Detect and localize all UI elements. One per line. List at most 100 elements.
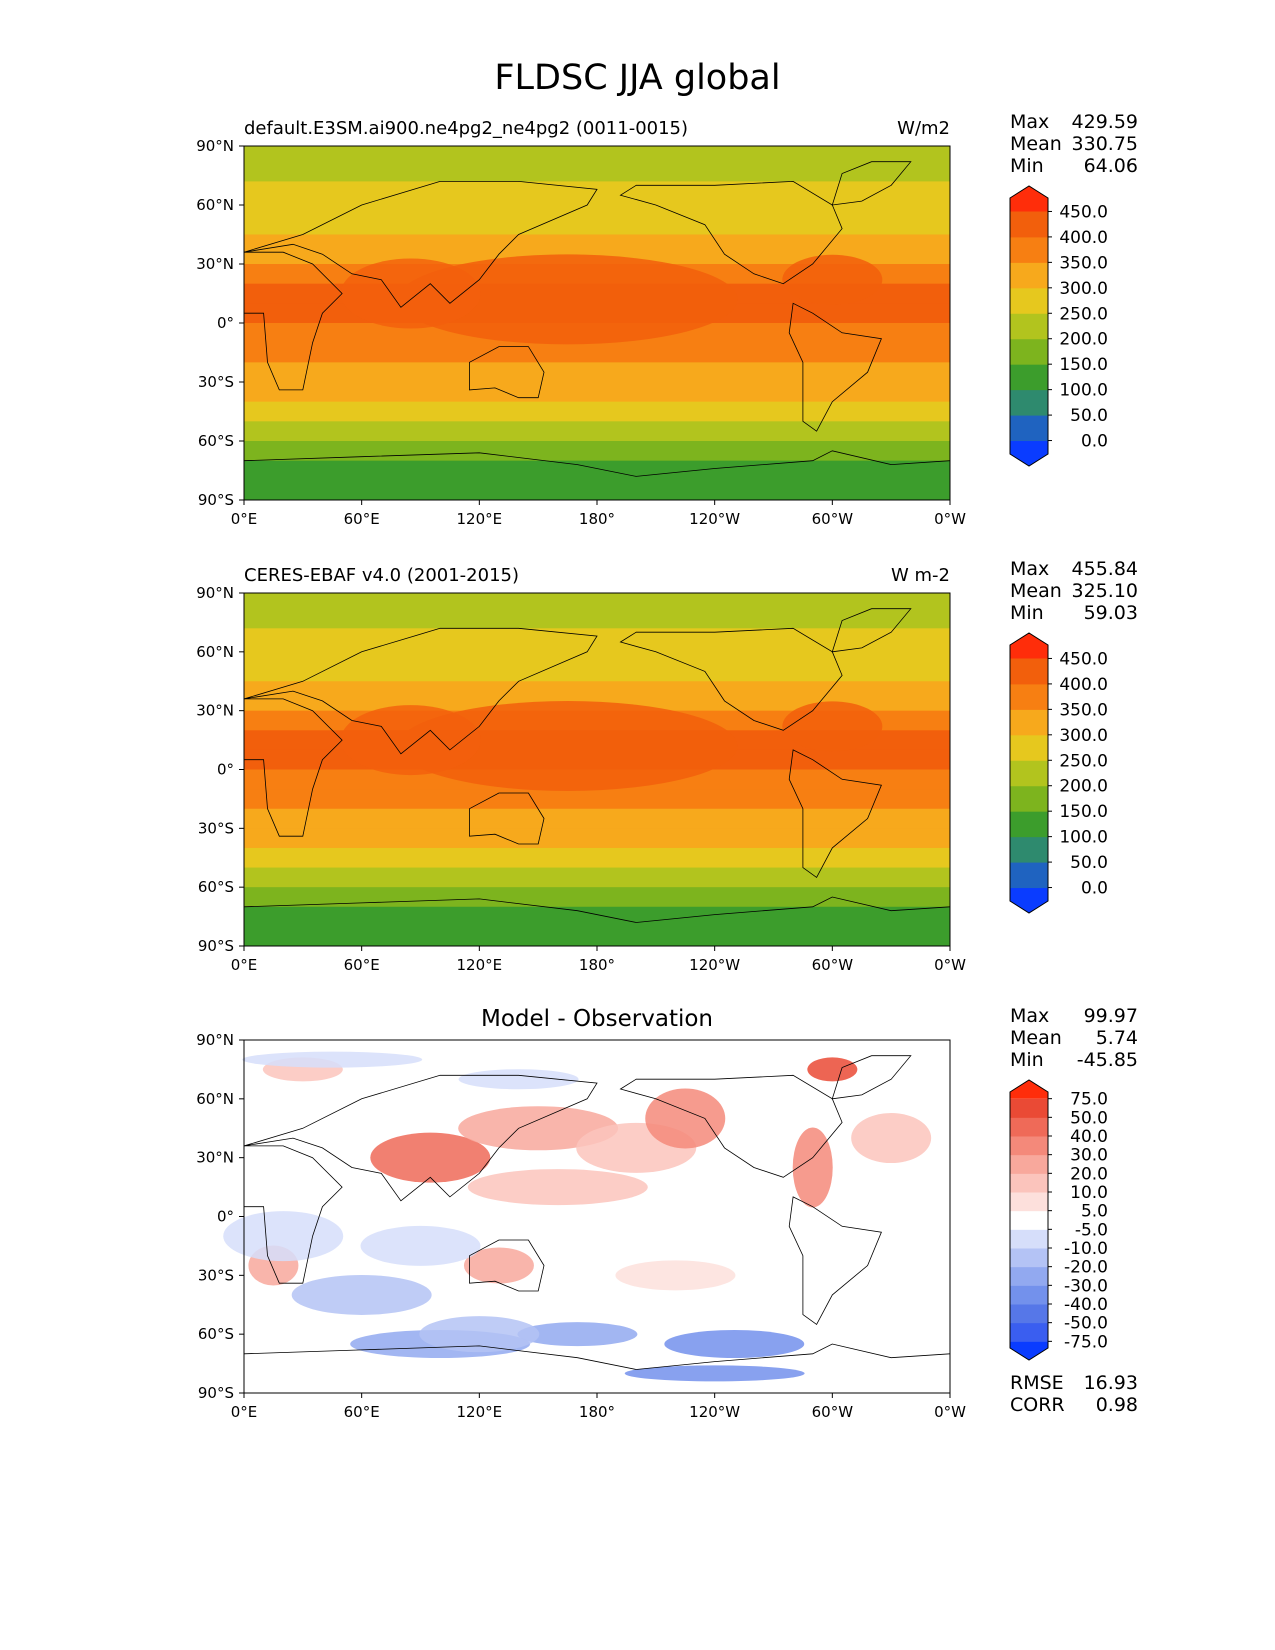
anomaly-region (664, 1329, 805, 1358)
coastline (243, 698, 343, 837)
anomaly-region (370, 1132, 491, 1183)
coastline (243, 1074, 598, 1202)
coastline (243, 251, 343, 391)
colorbar-segment (1010, 862, 1048, 889)
corr-value: 0.98 (1095, 1394, 1138, 1416)
colorbar-segment (1010, 836, 1048, 863)
zonal-band (244, 146, 950, 182)
colorbar-segment (1010, 760, 1048, 787)
zonal-band (244, 181, 950, 206)
x-tick-label: 60°E (344, 1403, 380, 1421)
zonal-band (244, 887, 950, 908)
zonal-band (244, 867, 950, 888)
coastline (831, 161, 912, 206)
panel-1-mean-label: Mean (1010, 133, 1062, 155)
y-tick-label: 30°S (198, 819, 234, 837)
y-tick-label: 0° (217, 1208, 234, 1226)
panel-2-mean-label: Mean (1010, 580, 1062, 602)
x-tick-label: 180° (579, 1403, 615, 1421)
colorbar-outline (1009, 632, 1049, 914)
colorbar-segment (1010, 658, 1048, 685)
y-tick-label: 90°N (196, 137, 234, 155)
x-tick-label: 120°E (457, 956, 503, 974)
colorbar-label: -10.0 (1064, 1239, 1108, 1259)
panel-2-min-label: Min (1010, 602, 1044, 624)
colorbar-outline (1009, 185, 1049, 467)
panel-2-plot: 0°E 60°E 120°E 180° 120°W 60°W 0°W 90°N 60°N 30°N… (196, 584, 966, 974)
y-tick-label: 60°N (196, 1090, 234, 1108)
zonal-band (244, 382, 950, 403)
colorbar-segment (1010, 1192, 1048, 1212)
panel-2-units: W m-2 (890, 565, 950, 586)
panel-3-plot: 0°E 60°E 120°E 180° 120°W 60°W 0°W 90°N 60°N 30°N… (196, 1031, 966, 1421)
warm-pool-region (397, 700, 738, 791)
colorbar-segment (1010, 1136, 1048, 1156)
anomaly-region (517, 1322, 638, 1347)
colorbar-label: 30.0 (1070, 1146, 1108, 1166)
anomaly-region (624, 1365, 805, 1382)
y-tick-label: 60°N (196, 196, 234, 214)
colorbar-segment (1010, 683, 1048, 710)
x-tick-label: 60°W (812, 1403, 854, 1421)
colorbar-label: -5.0 (1075, 1220, 1108, 1240)
colorbar-label: 250.0 (1059, 751, 1108, 771)
colorbar-segment (1010, 887, 1048, 913)
panel-1-max-label: Max (1010, 111, 1050, 133)
colorbar-label: 150.0 (1059, 802, 1108, 822)
x-tick-label: 180° (579, 510, 615, 528)
rmse-value: 16.93 (1083, 1372, 1138, 1394)
colorbar-label: 400.0 (1059, 228, 1108, 248)
x-tick-label: 120°W (689, 956, 740, 974)
coastline (243, 1145, 343, 1284)
y-tick-label: 60°S (198, 878, 234, 896)
colorbar-label: 450.0 (1059, 649, 1108, 669)
colorbar-label: -30.0 (1064, 1276, 1108, 1296)
colorbar-label: 50.0 (1070, 406, 1108, 426)
panel-3-metrics: RMSE 16.93 CORR 0.98 (1010, 1372, 1138, 1416)
anomaly-region (458, 1106, 619, 1151)
colorbar-segment (1010, 236, 1048, 263)
coastline (243, 181, 598, 308)
colorbar-label: 100.0 (1059, 828, 1108, 848)
y-tick-label: 60°S (198, 432, 234, 450)
colorbar-segment (1010, 211, 1048, 238)
y-tick-label: 90°S (198, 491, 234, 509)
zonal-band (244, 789, 950, 810)
y-tick-label: 30°N (196, 1149, 234, 1167)
zonal-band (244, 421, 950, 442)
colorbar-label: -40.0 (1064, 1295, 1108, 1315)
indian-ocean-region (340, 705, 481, 776)
panel-3-mean-value: 5.74 (1095, 1027, 1138, 1049)
colorbar-segment (1010, 811, 1048, 838)
panel-1-title: default.E3SM.ai900.ne4pg2_ne4pg2 (0011-0… (244, 118, 689, 139)
indian-ocean-region (340, 258, 481, 329)
y-tick-label: 0° (217, 761, 234, 779)
colorbar-label: 50.0 (1070, 1108, 1108, 1128)
zonal-band (244, 906, 950, 947)
panel-2-min-value: 59.03 (1083, 602, 1138, 624)
colorbar-label: -75.0 (1064, 1332, 1108, 1352)
zonal-band (244, 441, 950, 462)
zonal-band (244, 628, 950, 653)
zonal-band (244, 593, 950, 629)
zonal-band (244, 808, 950, 829)
panel-3-colorbar: -75.0-50.0-40.0-30.0-20.0-10.0-5.05.010.… (1009, 1079, 1108, 1361)
panel-3-stats: Max 99.97 Mean 5.74 Min -45.85 (1010, 1005, 1138, 1071)
colorbar-segment (1010, 1341, 1048, 1360)
colorbar-segment (1010, 1080, 1048, 1099)
anomaly-region (792, 1127, 833, 1208)
y-tick-label: 60°N (196, 643, 234, 661)
colorbar-label: 50.0 (1070, 853, 1108, 873)
x-tick-label: 60°W (812, 510, 854, 528)
x-tick-label: 0°E (231, 510, 258, 528)
y-tick-label: 30°N (196, 702, 234, 720)
y-tick-label: 30°S (198, 1266, 234, 1284)
x-tick-label: 0°W (934, 956, 966, 974)
zonal-band (244, 651, 950, 682)
panel-2-max-label: Max (1010, 558, 1050, 580)
x-tick-label: 60°E (344, 956, 380, 974)
colorbar-segment (1010, 1210, 1048, 1230)
zonal-band (244, 342, 950, 363)
coastline (469, 1239, 545, 1292)
colorbar-segment (1010, 389, 1048, 416)
